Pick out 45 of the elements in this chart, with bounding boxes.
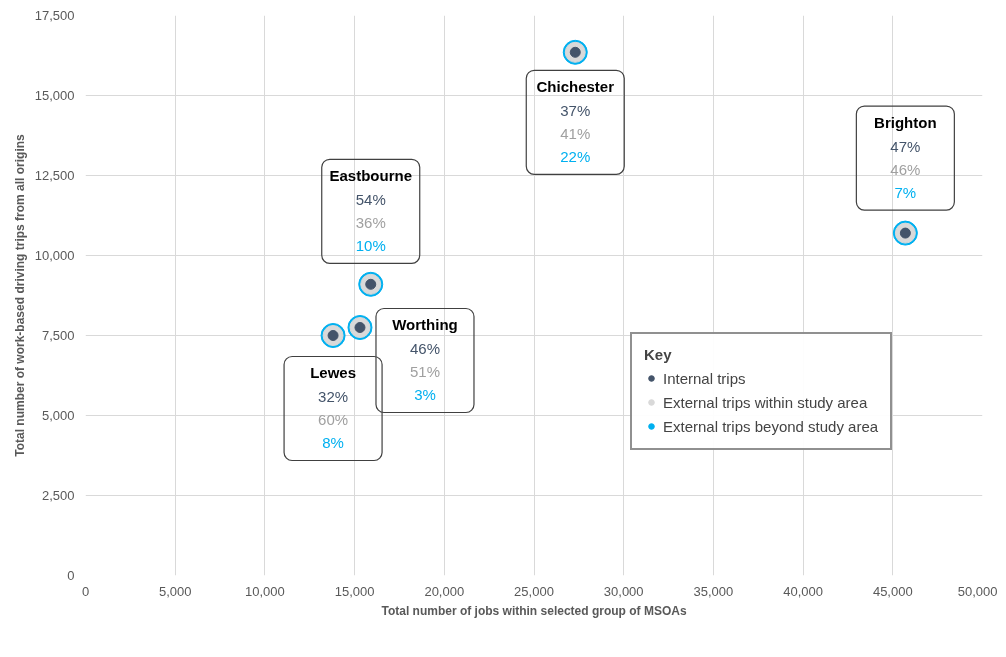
annotation: 47% — [890, 137, 921, 155]
x-tick-label: 5,000 — [158, 583, 192, 599]
annotation: 36% — [355, 213, 386, 231]
y-tick-label: 2,500 — [41, 488, 75, 503]
x-tick-label: 0 — [81, 583, 90, 599]
legend-label: External trips beyond study area — [663, 417, 879, 435]
y-tick-label: 5,000 — [41, 408, 75, 423]
annotation: 10% — [355, 236, 386, 254]
x-tick-label: 35,000 — [693, 583, 734, 599]
x-axis-title: Total number of jobs within selected group of MSOAs — [381, 603, 687, 618]
legend-label: Internal trips — [663, 369, 746, 387]
annotation: 22% — [560, 147, 591, 165]
x-tick-label: 20,000 — [424, 583, 465, 599]
x-tick-label: 30,000 — [603, 583, 644, 599]
x-tick-label: 50,000 — [957, 583, 998, 599]
y-tick-label: 17,500 — [34, 8, 75, 23]
legend-label: External trips within study area — [663, 393, 868, 411]
annotation: 46% — [890, 160, 921, 178]
annotation: Brighton — [874, 113, 937, 131]
annotation: Chichester — [536, 77, 615, 95]
annotation: 37% — [560, 101, 591, 119]
y-tick-label: 0 — [67, 568, 75, 583]
y-tick-label: 7,500 — [41, 328, 75, 343]
annotation: 8% — [322, 434, 344, 451]
x-tick-label: 25,000 — [514, 583, 554, 599]
annotation: 46% — [409, 340, 440, 357]
annotation: 32% — [318, 388, 349, 405]
y-tick-label: 10,000 — [34, 248, 75, 263]
annotation: Eastbourne — [329, 166, 412, 184]
annotation: 3% — [414, 386, 436, 403]
annotation: 54% — [355, 190, 386, 208]
annotation: Worthing — [392, 316, 458, 333]
annotation: Lewes — [310, 364, 356, 381]
annotation: 7% — [894, 183, 917, 201]
annotation: 60% — [318, 411, 349, 428]
annotation: 41% — [560, 124, 591, 142]
y-tick-label: 12,500 — [34, 168, 75, 183]
x-tick-label: 45,000 — [872, 583, 913, 599]
annotation: 51% — [409, 363, 440, 380]
legend-title: Key — [644, 346, 673, 363]
y-tick-label: 15,000 — [34, 88, 75, 103]
x-tick-label: 15,000 — [334, 583, 375, 599]
y-axis-title: Total number of work-based driving trips from all origins — [12, 133, 27, 457]
x-tick-label: 40,000 — [783, 583, 823, 599]
x-tick-label: 10,000 — [245, 583, 285, 599]
